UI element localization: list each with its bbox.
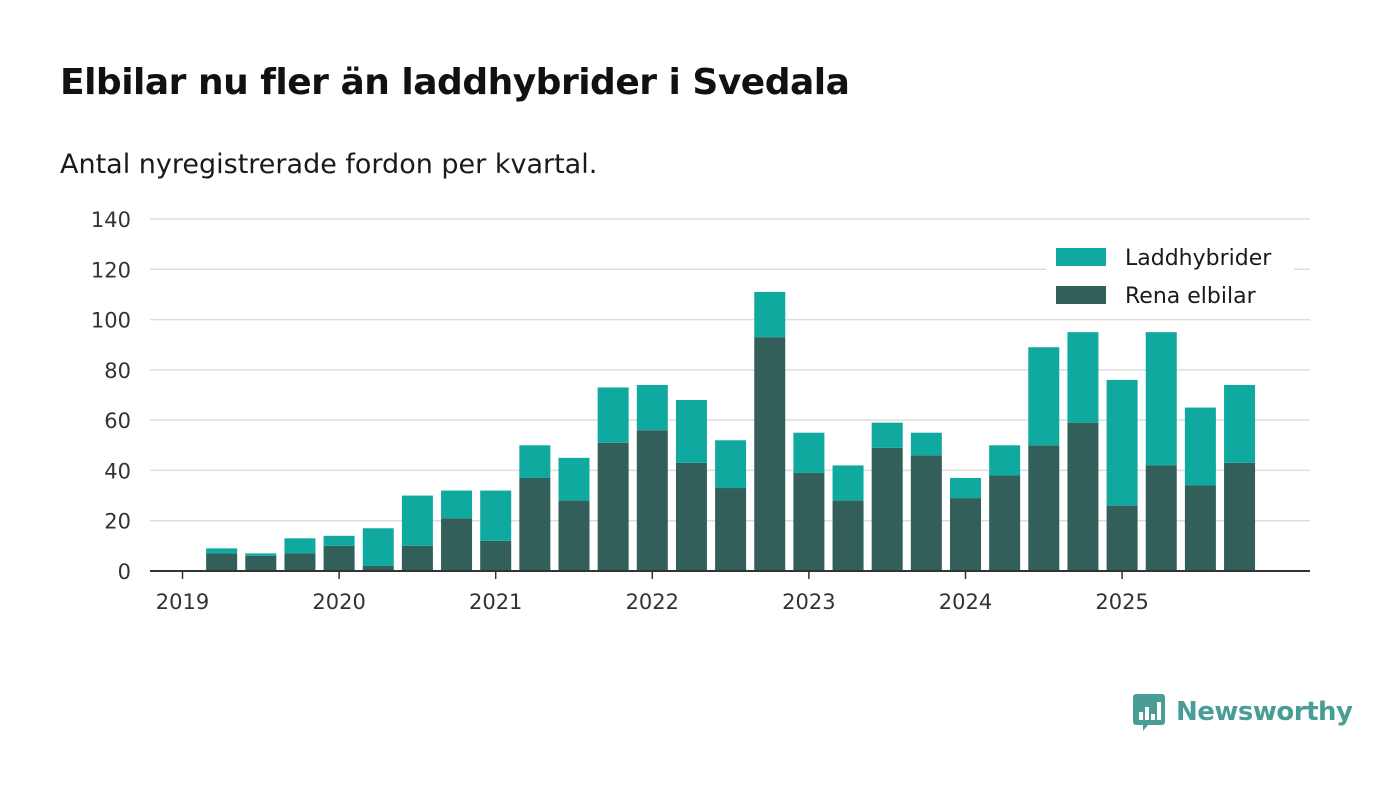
legend-swatch — [1056, 286, 1106, 304]
bar-laddhybrider[interactable]: 2020 Q4 Laddhybrider: 11 — [441, 490, 473, 519]
chart-subtitle: Antal nyregistrerade fordon per kvartal. — [60, 149, 598, 180]
x-tick-label: 2022 — [626, 590, 679, 614]
bar-laddhybrider[interactable]: 2025 Q3 Laddhybrider: 31 — [1184, 407, 1216, 486]
y-tick-label: 100 — [91, 309, 131, 333]
bar-laddhybrider[interactable]: 2024 Q2 Laddhybrider: 12 — [989, 445, 1021, 476]
bar-rena-elbilar[interactable]: 2025 Q2 Rena elbilar: 42 — [1145, 465, 1177, 571]
x-tick-label: 2024 — [939, 590, 992, 614]
bar-rena-elbilar[interactable]: 2022 Q3 Rena elbilar: 33 — [715, 488, 747, 571]
bar-laddhybrider[interactable]: 2025 Q1 Laddhybrider: 50 — [1106, 379, 1138, 506]
bar-laddhybrider[interactable]: 2022 Q2 Laddhybrider: 25 — [675, 400, 707, 463]
y-tick-label: 80 — [104, 359, 131, 383]
bar-rena-elbilar[interactable]: 2021 Q1 Rena elbilar: 12 — [480, 540, 512, 571]
bar-laddhybrider[interactable]: 2020 Q3 Laddhybrider: 20 — [401, 495, 433, 546]
legend-label: Rena elbilar — [1125, 284, 1257, 309]
bar-laddhybrider[interactable]: 2021 Q4 Laddhybrider: 22 — [597, 387, 629, 443]
bar-laddhybrider[interactable]: 2024 Q1 Laddhybrider: 8 — [950, 477, 981, 499]
bar-rena-elbilar[interactable]: 2020 Q3 Rena elbilar: 10 — [401, 545, 433, 571]
bar-rena-elbilar[interactable]: 2023 Q2 Rena elbilar: 28 — [832, 500, 864, 571]
bar-laddhybrider[interactable]: 2025 Q4 Laddhybrider: 31 — [1224, 384, 1256, 463]
bar-laddhybrider[interactable]: 2021 Q2 Laddhybrider: 13 — [519, 445, 551, 478]
bar-laddhybrider[interactable]: 2022 Q3 Laddhybrider: 19 — [715, 440, 747, 489]
y-tick-label: 140 — [91, 208, 131, 232]
bar-rena-elbilar[interactable]: 2024 Q4 Rena elbilar: 59 — [1067, 422, 1099, 571]
x-tick-label: 2023 — [782, 590, 835, 614]
y-tick-label: 60 — [104, 409, 131, 433]
bar-rena-elbilar[interactable]: 2024 Q3 Rena elbilar: 50 — [1028, 445, 1060, 571]
bar-laddhybrider[interactable]: 2025 Q2 Laddhybrider: 53 — [1145, 332, 1177, 466]
bar-laddhybrider[interactable]: 2023 Q1 Laddhybrider: 16 — [793, 432, 825, 473]
bar-rena-elbilar[interactable]: 2024 Q2 Rena elbilar: 38 — [989, 475, 1021, 571]
brand-logo: Newsworthy — [1132, 692, 1353, 732]
bar-rena-elbilar[interactable]: 2024 Q1 Rena elbilar: 29 — [950, 498, 981, 571]
bar-laddhybrider[interactable]: 2019 Q4 Laddhybrider: 6 — [284, 538, 316, 554]
bar-rena-elbilar[interactable]: 2021 Q3 Rena elbilar: 28 — [558, 500, 590, 571]
bar-laddhybrider[interactable]: 2019 Q2 Laddhybrider: 2 — [206, 548, 238, 554]
y-tick-label: 0 — [118, 560, 131, 584]
bar-rena-elbilar[interactable]: 2023 Q3 Rena elbilar: 49 — [871, 447, 903, 571]
legend-swatch — [1056, 248, 1106, 266]
bar-rena-elbilar[interactable]: 2019 Q2 Rena elbilar: 7 — [206, 553, 238, 571]
bar-rena-elbilar[interactable]: 2025 Q1 Rena elbilar: 26 — [1106, 505, 1138, 571]
brand-name: Newsworthy — [1176, 697, 1353, 727]
bar-rena-elbilar[interactable]: 2020 Q1 Rena elbilar: 10 — [323, 545, 355, 571]
bar-laddhybrider[interactable]: 2020 Q1 Laddhybrider: 4 — [323, 535, 355, 546]
bar-rena-elbilar[interactable]: 2022 Q2 Rena elbilar: 43 — [675, 462, 707, 571]
bar-rena-elbilar[interactable]: 2025 Q3 Rena elbilar: 34 — [1184, 485, 1216, 571]
newsworthy-logo-icon — [1133, 694, 1165, 731]
bar-laddhybrider[interactable]: 2022 Q1 Laddhybrider: 18 — [636, 384, 668, 431]
bar-rena-elbilar[interactable]: 2022 Q4 Rena elbilar: 93 — [754, 337, 786, 571]
bar-laddhybrider[interactable]: 2023 Q4 Laddhybrider: 9 — [910, 432, 942, 456]
bar-laddhybrider[interactable]: 2021 Q3 Laddhybrider: 17 — [558, 457, 590, 501]
x-tick-label: 2025 — [1095, 590, 1148, 614]
bar-laddhybrider[interactable]: 2023 Q3 Laddhybrider: 10 — [871, 422, 903, 448]
bar-laddhybrider[interactable]: 2019 Q3 Laddhybrider: 1 — [245, 553, 277, 556]
bar-laddhybrider[interactable]: 2020 Q2 Laddhybrider: 15 — [362, 528, 394, 566]
bar-rena-elbilar[interactable]: 2022 Q1 Rena elbilar: 56 — [636, 430, 668, 571]
bar-laddhybrider[interactable]: 2024 Q3 Laddhybrider: 39 — [1028, 347, 1060, 446]
bar-rena-elbilar[interactable]: 2021 Q4 Rena elbilar: 51 — [597, 442, 629, 571]
chart-title: Elbilar nu fler än laddhybrider i Svedal… — [60, 62, 850, 103]
bar-laddhybrider[interactable]: 2024 Q4 Laddhybrider: 36 — [1067, 332, 1099, 423]
legend-label: Laddhybrider — [1125, 246, 1272, 271]
bar-rena-elbilar[interactable]: 2020 Q2 Rena elbilar: 2 — [362, 565, 394, 571]
bar-rena-elbilar[interactable]: 2025 Q4 Rena elbilar: 43 — [1224, 462, 1256, 571]
bar-laddhybrider[interactable]: 2022 Q4 Laddhybrider: 18 — [754, 291, 786, 338]
bar-laddhybrider[interactable]: 2023 Q2 Laddhybrider: 14 — [832, 465, 864, 501]
bar-rena-elbilar[interactable]: 2023 Q1 Rena elbilar: 39 — [793, 472, 825, 571]
x-tick-label: 2021 — [469, 590, 522, 614]
x-tick-label: 2020 — [312, 590, 365, 614]
bar-laddhybrider[interactable]: 2021 Q1 Laddhybrider: 20 — [480, 490, 512, 541]
bar-rena-elbilar[interactable]: 2020 Q4 Rena elbilar: 21 — [441, 518, 473, 571]
bar-rena-elbilar[interactable]: 2021 Q2 Rena elbilar: 37 — [519, 477, 551, 571]
bar-rena-elbilar[interactable]: 2019 Q4 Rena elbilar: 7 — [284, 553, 316, 571]
x-tick-label: 2019 — [156, 590, 209, 614]
y-tick-label: 40 — [104, 459, 131, 483]
bar-rena-elbilar[interactable]: 2023 Q4 Rena elbilar: 46 — [910, 455, 942, 571]
bar-rena-elbilar[interactable]: 2019 Q3 Rena elbilar: 6 — [245, 555, 277, 571]
y-tick-label: 20 — [104, 510, 131, 534]
y-tick-label: 120 — [91, 258, 131, 282]
